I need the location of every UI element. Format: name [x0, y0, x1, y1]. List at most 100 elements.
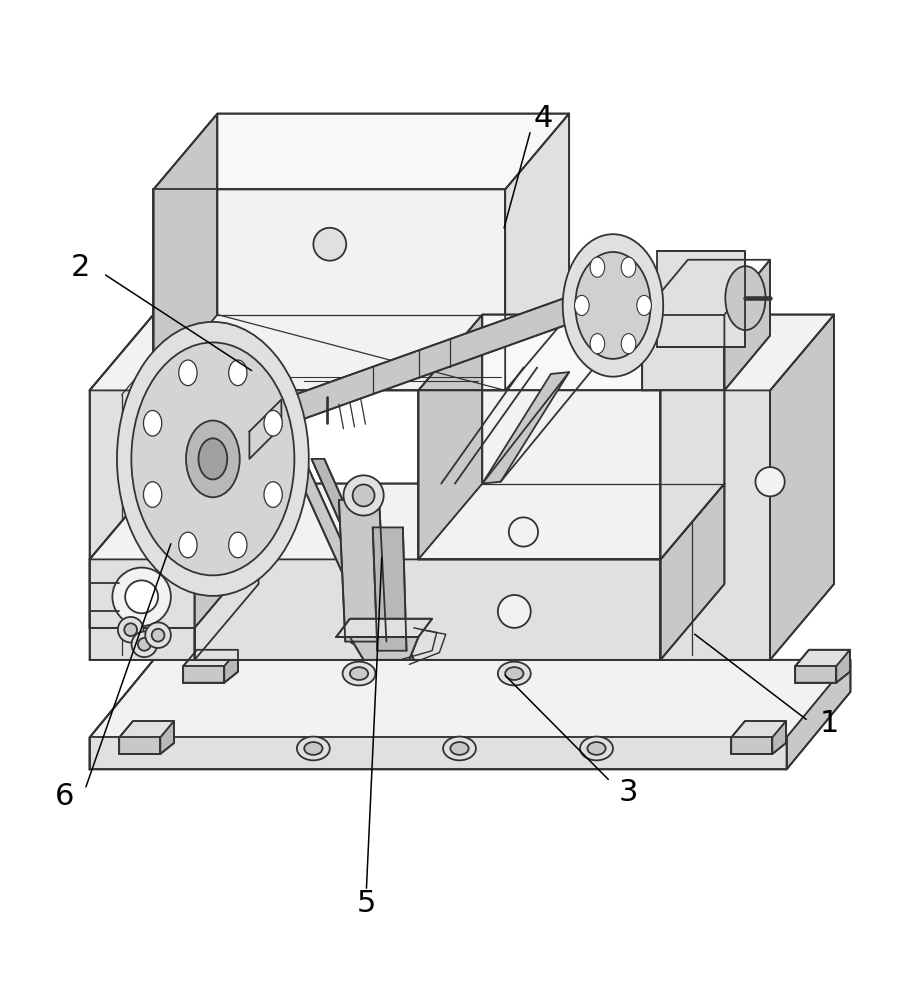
- Ellipse shape: [179, 532, 197, 558]
- Polygon shape: [89, 315, 258, 390]
- Ellipse shape: [131, 342, 294, 575]
- Ellipse shape: [637, 295, 652, 315]
- Ellipse shape: [118, 617, 143, 642]
- Polygon shape: [642, 315, 724, 390]
- Polygon shape: [89, 737, 787, 769]
- Polygon shape: [195, 315, 258, 660]
- Polygon shape: [505, 114, 569, 390]
- Ellipse shape: [574, 295, 589, 315]
- Ellipse shape: [580, 737, 613, 760]
- Polygon shape: [836, 650, 850, 683]
- Polygon shape: [418, 390, 661, 559]
- Ellipse shape: [131, 632, 157, 657]
- Polygon shape: [418, 315, 482, 559]
- Polygon shape: [350, 637, 418, 660]
- Polygon shape: [770, 315, 834, 660]
- Ellipse shape: [587, 742, 606, 755]
- Polygon shape: [482, 372, 569, 484]
- Ellipse shape: [304, 742, 323, 755]
- Ellipse shape: [562, 234, 664, 377]
- Ellipse shape: [129, 515, 154, 540]
- Ellipse shape: [179, 360, 197, 386]
- Polygon shape: [290, 459, 395, 660]
- Ellipse shape: [186, 421, 240, 497]
- Polygon shape: [642, 299, 724, 315]
- Ellipse shape: [346, 620, 372, 645]
- Ellipse shape: [498, 595, 531, 628]
- Polygon shape: [272, 395, 281, 427]
- Ellipse shape: [152, 629, 165, 642]
- Ellipse shape: [590, 334, 605, 354]
- Polygon shape: [732, 721, 786, 737]
- Polygon shape: [373, 527, 406, 651]
- Polygon shape: [418, 484, 724, 559]
- Ellipse shape: [505, 667, 524, 680]
- Ellipse shape: [229, 532, 247, 558]
- Ellipse shape: [125, 580, 158, 613]
- Ellipse shape: [199, 438, 227, 479]
- Ellipse shape: [264, 410, 282, 436]
- Polygon shape: [89, 660, 850, 737]
- Ellipse shape: [443, 737, 476, 760]
- Ellipse shape: [138, 638, 151, 651]
- Polygon shape: [339, 500, 386, 642]
- Polygon shape: [153, 315, 569, 390]
- Ellipse shape: [143, 482, 162, 507]
- Polygon shape: [160, 721, 174, 754]
- Ellipse shape: [112, 568, 171, 626]
- Polygon shape: [657, 251, 745, 347]
- Ellipse shape: [264, 482, 282, 507]
- Polygon shape: [89, 559, 195, 628]
- Polygon shape: [153, 189, 505, 390]
- Polygon shape: [281, 290, 587, 427]
- Polygon shape: [119, 721, 174, 737]
- Polygon shape: [89, 390, 195, 660]
- Ellipse shape: [229, 360, 247, 386]
- Polygon shape: [661, 315, 834, 390]
- Ellipse shape: [350, 667, 369, 680]
- Polygon shape: [195, 484, 258, 628]
- Polygon shape: [661, 315, 724, 559]
- Polygon shape: [661, 390, 770, 660]
- Ellipse shape: [755, 467, 785, 496]
- Text: 4: 4: [534, 104, 553, 133]
- Polygon shape: [224, 650, 238, 683]
- Ellipse shape: [509, 517, 538, 547]
- Ellipse shape: [344, 475, 384, 516]
- Ellipse shape: [143, 410, 162, 436]
- Ellipse shape: [313, 228, 346, 261]
- Ellipse shape: [145, 622, 171, 648]
- Ellipse shape: [498, 662, 531, 685]
- Polygon shape: [195, 484, 724, 559]
- Polygon shape: [336, 619, 432, 637]
- Polygon shape: [183, 650, 238, 666]
- Polygon shape: [787, 660, 850, 769]
- Polygon shape: [661, 484, 724, 660]
- Polygon shape: [195, 559, 661, 660]
- Polygon shape: [312, 459, 414, 660]
- Ellipse shape: [450, 742, 469, 755]
- Text: 3: 3: [618, 778, 638, 807]
- Text: 5: 5: [357, 889, 376, 918]
- Polygon shape: [153, 114, 569, 189]
- Polygon shape: [772, 721, 786, 754]
- Polygon shape: [89, 484, 258, 559]
- Ellipse shape: [343, 662, 376, 685]
- Polygon shape: [418, 315, 724, 390]
- Polygon shape: [119, 737, 160, 754]
- Ellipse shape: [124, 623, 137, 636]
- Polygon shape: [795, 650, 850, 666]
- Ellipse shape: [725, 266, 766, 330]
- Polygon shape: [153, 114, 218, 390]
- Ellipse shape: [590, 257, 605, 277]
- Polygon shape: [724, 260, 770, 390]
- Ellipse shape: [621, 334, 636, 354]
- Text: 2: 2: [71, 253, 90, 282]
- Ellipse shape: [575, 252, 651, 359]
- Polygon shape: [795, 666, 836, 683]
- Polygon shape: [183, 666, 224, 683]
- Polygon shape: [732, 737, 772, 754]
- Ellipse shape: [621, 257, 636, 277]
- Text: 6: 6: [55, 782, 74, 811]
- Ellipse shape: [117, 322, 309, 596]
